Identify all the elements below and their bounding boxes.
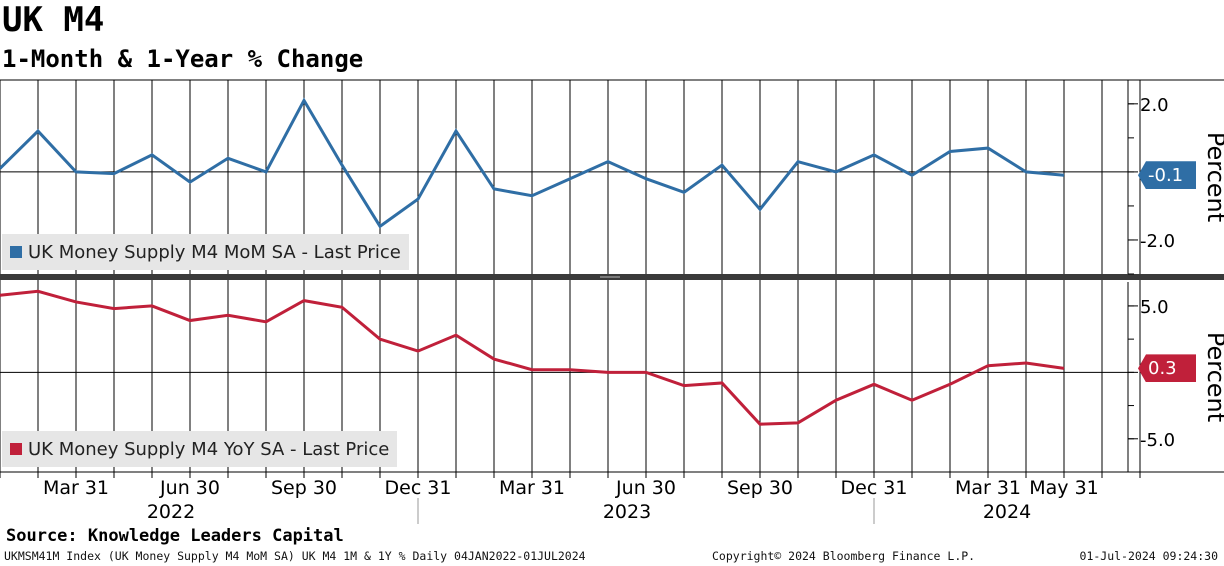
y-axis-title-mom: Percent: [1202, 132, 1224, 222]
last-value-yoy: 0.3: [1148, 357, 1177, 379]
chart-title: UK M4: [2, 0, 105, 40]
chart-subtitle: 1-Month & 1-Year % Change: [2, 45, 364, 73]
y-tick-label-yoy: -5.0: [1140, 430, 1175, 451]
x-tick-label: Dec 31: [385, 477, 452, 499]
last-value-tag-yoy: 0.3: [1138, 354, 1196, 383]
y-tick-label-yoy: 5.0: [1140, 297, 1169, 318]
x-tick-label: Jun 30: [615, 477, 676, 499]
footer-timestamp: 01-Jul-2024 09:24:30: [1079, 549, 1218, 563]
legend-yoy-swatch: [10, 443, 22, 455]
x-tick-label: May 31: [1029, 477, 1099, 499]
x-year-label: 2024: [983, 501, 1031, 523]
footer-index-info: UKMSM41M Index (UK Money Supply M4 MoM S…: [4, 549, 586, 563]
y-tick-label-mom: -2.0: [1140, 231, 1175, 252]
legend-mom-label: UK Money Supply M4 MoM SA - Last Price: [28, 241, 401, 263]
x-tick-label: Mar 31: [43, 477, 109, 499]
footer-copyright: Copyright© 2024 Bloomberg Finance L.P.: [712, 549, 976, 563]
legend-mom-swatch: [10, 246, 22, 258]
legend-yoy-label: UK Money Supply M4 YoY SA - Last Price: [28, 438, 390, 460]
y-tick-label-mom: 2.0: [1140, 95, 1169, 116]
x-tick-label: Sep 30: [727, 477, 793, 499]
source-note: Source: Knowledge Leaders Capital: [6, 526, 344, 546]
x-tick-label: Dec 31: [841, 477, 908, 499]
y-axis-title-yoy: Percent: [1202, 332, 1224, 422]
x-tick-label: Jun 30: [159, 477, 220, 499]
legend-yoy: UK Money Supply M4 YoY SA - Last Price: [2, 431, 398, 467]
last-value-tag-mom: -0.1: [1138, 161, 1196, 190]
x-year-label: 2022: [147, 501, 195, 523]
x-tick-label: Mar 31: [499, 477, 565, 499]
legend-mom: UK Money Supply M4 MoM SA - Last Price: [2, 234, 409, 270]
x-tick-label: Mar 31: [955, 477, 1021, 499]
x-year-label: 2023: [603, 501, 651, 523]
last-value-mom: -0.1: [1148, 164, 1184, 186]
x-tick-label: Sep 30: [271, 477, 337, 499]
